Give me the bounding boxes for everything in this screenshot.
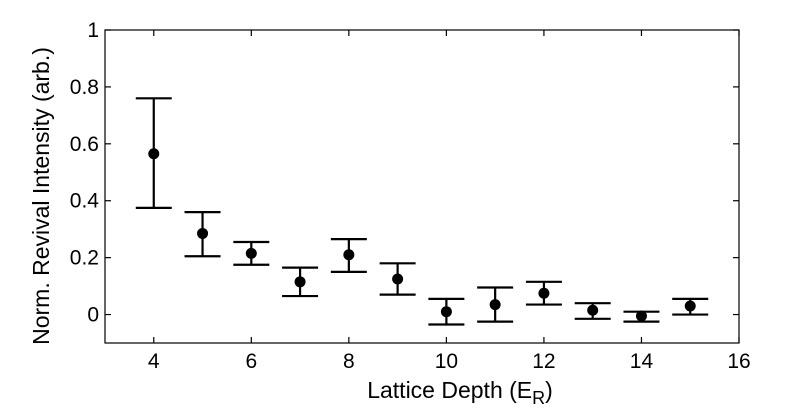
data-point [245,247,257,259]
data-point [587,304,599,316]
x-tick-label: 12 [532,350,555,373]
x-tick-label: 16 [727,350,750,373]
y-tick-label: 1 [87,19,99,42]
x-axis-label-close: ) [545,377,553,403]
x-tick-label: 8 [343,350,355,373]
data-series [135,97,709,326]
y-tick-label: 0.2 [70,247,99,270]
y-tick-label: 0.6 [70,133,99,156]
x-axis-ticks: 4 6 8 10 12 14 16 [148,30,751,373]
x-axis-label-subscript: R [532,388,545,408]
x-tick-label: 6 [245,350,257,373]
x-tick-label: 10 [435,350,458,373]
data-point [684,300,696,312]
x-tick-label: 4 [148,350,160,373]
x-axis-label: Lattice Depth (ER) [367,377,553,408]
x-axis-label-main: Lattice Depth (E [367,377,532,403]
data-point [392,273,404,285]
data-point [294,276,306,288]
data-point [343,249,355,261]
data-point [197,227,209,239]
y-tick-label: 0 [87,304,99,327]
x-tick-label: 14 [630,350,654,373]
y-tick-label: 0.8 [70,76,99,99]
data-point [635,310,647,322]
data-point [440,306,452,318]
data-point [538,287,550,299]
y-axis-label: Norm. Revival Intensity (arb.) [28,47,54,345]
y-tick-label: 0.4 [70,190,100,213]
data-point [489,299,501,311]
data-point [148,148,160,160]
plot-area [104,29,740,344]
y-axis-ticks: 0 0.2 0.4 0.6 0.8 1 [70,19,739,327]
